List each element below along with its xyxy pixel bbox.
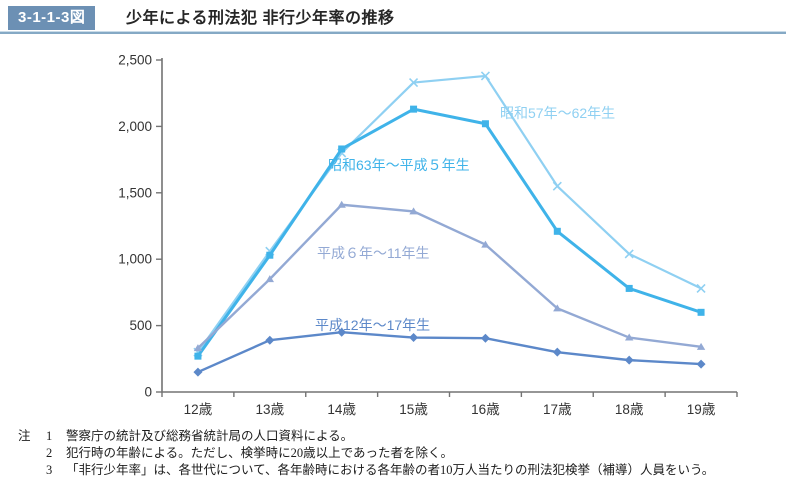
data-point-diamond bbox=[480, 333, 490, 343]
line-chart: 0 500 1,000 1,500 2,000 2,500 12歳 13歳 14歳 15歳 16歳 1… bbox=[0, 40, 792, 425]
note-text: 「非行少年率」は、各世代について、各年齢時における各年齢の者10万人当たりの刑法… bbox=[66, 463, 715, 477]
series-line-2 bbox=[196, 203, 703, 350]
data-point-diamond bbox=[624, 355, 634, 365]
data-point-square bbox=[194, 352, 202, 360]
note-text: 警察庁の統計及び総務省統計局の人口資料による。 bbox=[66, 429, 354, 443]
data-point-triangle bbox=[409, 207, 418, 215]
data-point-diamond bbox=[193, 367, 203, 377]
data-point-diamond bbox=[265, 335, 275, 345]
series-label-3: 平成12年～17年生 bbox=[315, 317, 430, 333]
footnotes: 注 1 警察庁の統計及び総務省統計局の人口資料による。 2 犯行時の年齢による。… bbox=[18, 428, 788, 479]
data-point-triangle bbox=[193, 344, 203, 352]
data-point-x bbox=[408, 78, 419, 88]
y-tick-label: 500 bbox=[129, 318, 152, 333]
x-tick-label: 17歳 bbox=[543, 402, 572, 417]
series-label-1: 昭和63年～平成５年生 bbox=[328, 157, 470, 173]
data-point-triangle bbox=[337, 200, 346, 208]
data-point-diamond bbox=[337, 327, 347, 337]
note-prefix-label: 注 bbox=[18, 429, 31, 443]
note-text: 犯行時の年齢による。ただし、検挙時に20歳以上であった者を除く。 bbox=[66, 446, 454, 460]
axis-lines bbox=[161, 58, 737, 393]
series-label-0: 昭和57年～62年生 bbox=[500, 105, 615, 121]
chart-canvas: 0 500 1,000 1,500 2,000 2,500 12歳 13歳 14歳 15歳 16歳 1… bbox=[118, 53, 738, 417]
series-line-1 bbox=[196, 107, 703, 358]
data-point-square bbox=[338, 145, 346, 153]
note-number: 3 bbox=[46, 463, 53, 477]
data-point-triangle bbox=[481, 240, 490, 248]
data-point-square bbox=[481, 120, 489, 128]
data-point-triangle bbox=[553, 304, 562, 312]
data-point-x bbox=[552, 181, 562, 191]
y-tick-label: 1,500 bbox=[118, 185, 152, 200]
data-point-square bbox=[553, 227, 561, 235]
x-tick-label: 14歳 bbox=[327, 402, 356, 417]
data-point-triangle bbox=[624, 333, 634, 341]
note-number: 2 bbox=[46, 446, 53, 460]
data-point-square bbox=[410, 105, 418, 113]
y-tick-label: 0 bbox=[144, 385, 152, 400]
note-number: 1 bbox=[46, 429, 53, 443]
data-point-square bbox=[697, 308, 705, 316]
data-point-triangle bbox=[265, 275, 275, 283]
x-tick-label: 18歳 bbox=[615, 402, 644, 417]
series-line-3 bbox=[196, 331, 703, 374]
data-point-x bbox=[624, 249, 634, 259]
data-point-square bbox=[625, 284, 633, 292]
footnote-1: 注 1 警察庁の統計及び総務省統計局の人口資料による。 bbox=[18, 428, 788, 445]
x-tick-label: 13歳 bbox=[256, 402, 285, 417]
data-point-square bbox=[266, 251, 274, 259]
data-point-diamond bbox=[409, 333, 419, 343]
header-rule bbox=[0, 31, 786, 34]
footnote-2: 2 犯行時の年齢による。ただし、検挙時に20歳以上であった者を除く。 bbox=[18, 445, 788, 462]
y-tick-label: 1,000 bbox=[118, 252, 152, 267]
data-point-diamond bbox=[552, 347, 562, 357]
data-point-triangle bbox=[696, 342, 706, 350]
x-tick-label: 12歳 bbox=[184, 402, 213, 417]
x-tick-label: 16歳 bbox=[471, 402, 500, 417]
figure-title: 少年による刑法犯 非行少年率の推移 bbox=[126, 10, 395, 27]
y-tick-label: 2,000 bbox=[118, 119, 152, 134]
data-point-x bbox=[696, 283, 706, 293]
x-tick-label: 15歳 bbox=[399, 402, 428, 417]
y-tick-label: 2,500 bbox=[118, 53, 152, 68]
figure-header: 3-1-1-3図 少年による刑法犯 非行少年率の推移 bbox=[0, 0, 792, 34]
data-point-x bbox=[480, 71, 491, 81]
series-label-2: 平成６年～11年生 bbox=[317, 245, 430, 261]
x-tick-label: 19歳 bbox=[687, 402, 716, 417]
footnote-3: 3 「非行少年率」は、各世代について、各年齢時における各年齢の者10万人当たりの… bbox=[18, 462, 788, 479]
data-point-diamond bbox=[696, 359, 706, 369]
figure-number-badge: 3-1-1-3図 bbox=[8, 6, 96, 30]
